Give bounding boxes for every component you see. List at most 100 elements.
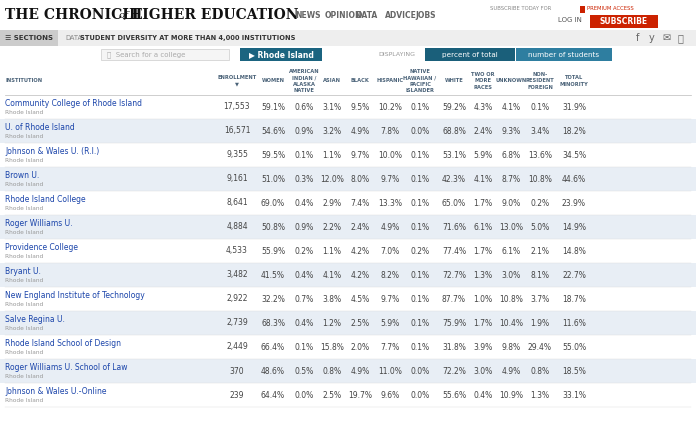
- Text: 0.0%: 0.0%: [294, 391, 314, 400]
- Text: 65.0%: 65.0%: [442, 198, 466, 208]
- Text: 0.1%: 0.1%: [411, 295, 429, 304]
- Text: 8.1%: 8.1%: [530, 271, 550, 280]
- Text: 23.9%: 23.9%: [562, 198, 586, 208]
- Bar: [0, 46, 696, 63]
- Text: THE CHRONICLE: THE CHRONICLE: [5, 8, 143, 22]
- Text: 13.0%: 13.0%: [499, 223, 523, 232]
- Text: 0.1%: 0.1%: [411, 174, 429, 184]
- Text: 69.0%: 69.0%: [261, 198, 285, 208]
- Bar: [425, 48, 515, 61]
- Text: DISPLAYING: DISPLAYING: [378, 53, 415, 58]
- Text: ▶ Rhode Island: ▶ Rhode Island: [248, 51, 313, 59]
- Text: 0.0%: 0.0%: [411, 126, 429, 136]
- Text: 4.5%: 4.5%: [350, 295, 370, 304]
- Text: 0.1%: 0.1%: [411, 102, 429, 112]
- Text: 31.8%: 31.8%: [442, 343, 466, 352]
- Text: 0.9%: 0.9%: [294, 223, 314, 232]
- Text: DATA:: DATA:: [65, 35, 84, 41]
- Text: DATA: DATA: [355, 11, 377, 19]
- Text: 2.4%: 2.4%: [351, 223, 370, 232]
- Text: percent of total: percent of total: [442, 52, 498, 58]
- Bar: [580, 6, 585, 13]
- Text: Community College of Rhode Island: Community College of Rhode Island: [5, 99, 142, 108]
- Text: 0.8%: 0.8%: [530, 367, 550, 376]
- Text: BLACK: BLACK: [351, 78, 370, 83]
- Text: OPINION: OPINION: [325, 11, 363, 19]
- Text: TOTAL
MINORITY: TOTAL MINORITY: [560, 75, 588, 87]
- Text: Rhode Island: Rhode Island: [5, 350, 43, 355]
- Text: 10.2%: 10.2%: [378, 102, 402, 112]
- Text: 8.2%: 8.2%: [381, 271, 400, 280]
- Text: 5.0%: 5.0%: [530, 223, 550, 232]
- Text: 11.0%: 11.0%: [378, 367, 402, 376]
- Text: 34.5%: 34.5%: [562, 150, 586, 160]
- Text: 6.1%: 6.1%: [473, 223, 493, 232]
- Text: 18.7%: 18.7%: [562, 295, 586, 304]
- Text: ✉: ✉: [662, 33, 670, 43]
- Text: 42.3%: 42.3%: [442, 174, 466, 184]
- Text: 32.2%: 32.2%: [261, 295, 285, 304]
- Bar: [0, 215, 696, 239]
- Text: HIGHER EDUCATION: HIGHER EDUCATION: [129, 8, 299, 22]
- Text: 0.7%: 0.7%: [294, 295, 314, 304]
- Text: ASIAN: ASIAN: [323, 78, 341, 83]
- Text: Rhode Island: Rhode Island: [5, 206, 43, 211]
- Text: 0.4%: 0.4%: [294, 198, 314, 208]
- Text: 50.8%: 50.8%: [261, 223, 285, 232]
- Text: 3.7%: 3.7%: [530, 295, 550, 304]
- Text: 59.5%: 59.5%: [261, 150, 285, 160]
- Text: 0.4%: 0.4%: [473, 391, 493, 400]
- Text: 3.1%: 3.1%: [322, 102, 342, 112]
- Text: 11.6%: 11.6%: [562, 319, 586, 328]
- Text: 4.3%: 4.3%: [473, 102, 493, 112]
- Text: 19.7%: 19.7%: [348, 391, 372, 400]
- Text: Rhode Island: Rhode Island: [5, 302, 43, 307]
- Text: 2.1%: 2.1%: [530, 247, 550, 256]
- Text: Brown U.: Brown U.: [5, 171, 39, 180]
- Text: PREMIUM ACCESS: PREMIUM ACCESS: [587, 6, 634, 11]
- Text: 0.8%: 0.8%: [322, 367, 342, 376]
- Text: 0.4%: 0.4%: [294, 319, 314, 328]
- Text: 🔍  Search for a college: 🔍 Search for a college: [107, 52, 185, 58]
- Text: y: y: [649, 33, 655, 43]
- Text: 1.0%: 1.0%: [473, 295, 493, 304]
- Bar: [0, 359, 696, 383]
- Bar: [0, 95, 696, 119]
- Text: 29.4%: 29.4%: [528, 343, 552, 352]
- Text: 87.7%: 87.7%: [442, 295, 466, 304]
- Text: 1.3%: 1.3%: [473, 271, 493, 280]
- Bar: [0, 335, 696, 359]
- Text: 1.2%: 1.2%: [322, 319, 342, 328]
- Text: LOG IN: LOG IN: [558, 17, 582, 23]
- Text: 2,449: 2,449: [226, 343, 248, 352]
- Text: 75.9%: 75.9%: [442, 319, 466, 328]
- Text: 9,161: 9,161: [226, 174, 248, 184]
- Text: 7.7%: 7.7%: [381, 343, 400, 352]
- Text: 4.9%: 4.9%: [381, 223, 400, 232]
- Text: 2.4%: 2.4%: [473, 126, 493, 136]
- Text: NEWS: NEWS: [295, 11, 320, 19]
- Text: 9.8%: 9.8%: [501, 343, 521, 352]
- Text: Bryant U.: Bryant U.: [5, 267, 41, 276]
- Text: 0.5%: 0.5%: [294, 367, 314, 376]
- Text: AMERICAN
INDIAN /
ALASKA
NATIVE: AMERICAN INDIAN / ALASKA NATIVE: [289, 69, 319, 93]
- Text: 13.6%: 13.6%: [528, 150, 552, 160]
- Text: 7.8%: 7.8%: [381, 126, 400, 136]
- Text: SUBSCRIBE TODAY FOR: SUBSCRIBE TODAY FOR: [490, 6, 551, 11]
- Text: 2,922: 2,922: [226, 295, 248, 304]
- Text: 5.9%: 5.9%: [473, 150, 493, 160]
- Text: 6.1%: 6.1%: [501, 247, 521, 256]
- Text: 239: 239: [230, 391, 244, 400]
- Text: ⎙: ⎙: [677, 33, 683, 43]
- Text: INSTITUTION: INSTITUTION: [5, 78, 42, 83]
- Text: 3,482: 3,482: [226, 271, 248, 280]
- Text: 13.3%: 13.3%: [378, 198, 402, 208]
- Text: NATIVE
HAWAIIAN /
PACIFIC
ISLANDER: NATIVE HAWAIIAN / PACIFIC ISLANDER: [404, 69, 436, 93]
- Text: Roger Williams U.: Roger Williams U.: [5, 219, 72, 228]
- Bar: [0, 383, 696, 407]
- Text: 9.0%: 9.0%: [501, 198, 521, 208]
- Bar: [0, 30, 58, 46]
- Text: 0.4%: 0.4%: [294, 271, 314, 280]
- Text: 0.1%: 0.1%: [411, 343, 429, 352]
- Text: 8,641: 8,641: [226, 198, 248, 208]
